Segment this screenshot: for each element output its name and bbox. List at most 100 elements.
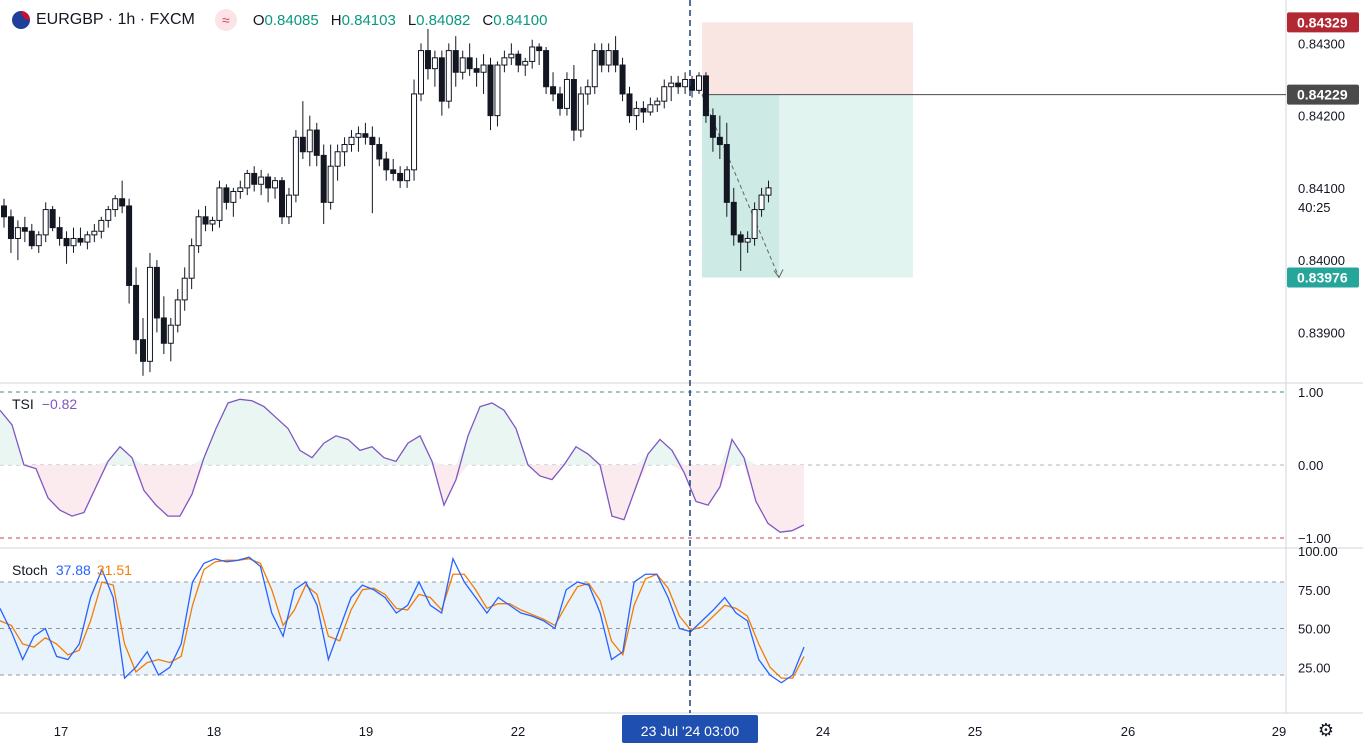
ohlc-values: O0.84085 H0.84103 L0.84082 C0.84100 (252, 11, 548, 29)
candle-body (146, 266, 153, 362)
time-tick-label: 18 (207, 724, 221, 739)
high-value: 0.84103 (341, 11, 396, 29)
candle-body (612, 50, 619, 66)
time-tick-label: 17 (54, 724, 68, 739)
candle-body (230, 191, 237, 203)
candle-body (716, 136, 723, 146)
candle-body (140, 339, 146, 362)
symbol-title[interactable]: EURGBP · 1h · FXCM (36, 11, 195, 28)
time-tick-label: 26 (1121, 724, 1135, 739)
candle-body (195, 216, 202, 247)
candle-body (390, 169, 397, 174)
candle-body (424, 50, 431, 70)
candle-body (584, 86, 591, 95)
price-tick-label: 0.83900 (1298, 325, 1345, 340)
candle-body (626, 93, 633, 117)
price-badge-target-label: 0.83976 (1297, 269, 1348, 285)
crosshair-time-badge (622, 715, 758, 743)
candle-body (84, 234, 91, 243)
candle-body (49, 209, 56, 229)
candle-body (696, 75, 702, 91)
open-value: 0.84085 (264, 11, 319, 29)
candle-body (63, 237, 70, 247)
candle-body (431, 57, 438, 70)
candle-body (633, 107, 640, 117)
stoch-label: Stoch (12, 562, 48, 578)
tsi-label: TSI (12, 396, 34, 412)
time-tick-label: 24 (816, 724, 830, 739)
candle-body (1, 205, 7, 218)
trade-path-arrow (773, 269, 784, 279)
candle-body (744, 237, 751, 243)
candle-body (452, 50, 459, 73)
candle-body (133, 284, 140, 341)
tsi-legend: TSI −0.82 (12, 396, 77, 412)
candle-body (543, 50, 550, 88)
candle-body (355, 133, 362, 138)
candle-body (751, 209, 758, 239)
time-tick-label: 29 (1272, 724, 1286, 739)
candle-body (299, 136, 306, 153)
candle-body (292, 136, 299, 196)
currency-flag-icon (12, 11, 30, 29)
candle-body (418, 50, 424, 95)
candle-body (320, 154, 327, 203)
candle-body (279, 180, 285, 218)
candle-body (522, 60, 529, 66)
time-tick-label: 19 (359, 724, 373, 739)
tsi-tick-label: −1.00 (1298, 531, 1331, 546)
candle-body (216, 187, 223, 221)
candle-body (362, 133, 369, 138)
candle-body (445, 50, 452, 102)
chart-legend: EURGBP · 1h · FXCM ≈ O0.84085 H0.84103 L… (12, 9, 547, 31)
candle-body (550, 86, 557, 95)
candle-body (105, 209, 112, 221)
candle-body (98, 219, 105, 232)
candle-body (153, 266, 160, 319)
wave-icon[interactable]: ≈ (214, 9, 237, 31)
time-tick-label: 22 (511, 724, 525, 739)
candle-body (438, 57, 445, 102)
stop-zone (702, 22, 913, 95)
tsi-negative-fill (0, 465, 804, 533)
candle-body (668, 82, 675, 88)
tsi-tick-label: 0.00 (1298, 458, 1323, 473)
candle-body (306, 129, 313, 153)
close-value: 0.84100 (493, 11, 548, 29)
candle-body (272, 180, 279, 189)
stoch-k-line (0, 556, 805, 684)
candle-body (570, 78, 577, 131)
tsi-positive-fill (0, 399, 804, 465)
candle-body (70, 237, 77, 247)
candle-body (675, 82, 682, 88)
candle-body (459, 57, 466, 73)
candle-body (7, 216, 14, 239)
price-badge-entry-label: 0.84229 (1297, 87, 1348, 103)
price-badge-stop (1287, 12, 1359, 33)
candle-body (619, 64, 626, 95)
price-tick-label: 0.84200 (1298, 109, 1345, 124)
candle-body (251, 172, 258, 185)
gear-icon[interactable]: ⚙ (1317, 720, 1335, 740)
candle-body (244, 172, 251, 189)
candle-body (702, 75, 709, 117)
candle-body (313, 129, 320, 156)
candle-body (28, 230, 35, 247)
candle-body (223, 187, 230, 203)
candle-body (188, 245, 195, 279)
tsi-value: −0.82 (41, 396, 78, 412)
time-tick-label: 25 (968, 724, 982, 739)
candle-body (77, 237, 84, 243)
stoch-tick-label: 50.00 (1298, 622, 1331, 637)
candle-body (334, 151, 341, 167)
price-badge-stop-label: 0.84329 (1297, 14, 1348, 30)
candle-body (515, 53, 522, 66)
price-badge-target (1287, 267, 1359, 288)
candle-body (119, 198, 126, 207)
candle-body (682, 78, 689, 88)
candle-body (369, 136, 376, 146)
low-value: 0.84082 (416, 11, 471, 29)
candle-body (411, 93, 418, 171)
candle-body (327, 165, 334, 203)
